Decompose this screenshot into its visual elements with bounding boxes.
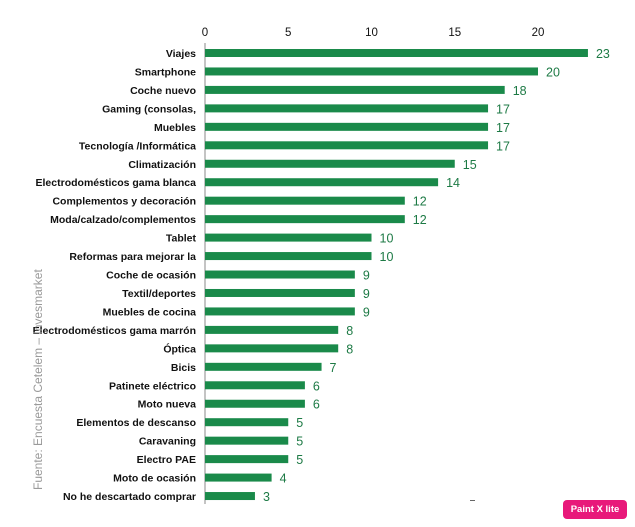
value-label: 5 [296,435,303,449]
bar [205,104,489,113]
value-label: 9 [363,305,370,319]
category-label: Moto de ocasión [113,473,196,485]
value-label: 12 [413,213,427,227]
value-label: 14 [446,176,460,190]
x-tick-label: 20 [532,27,545,39]
bar [205,233,372,242]
bar [205,270,355,279]
category-label: Bicis [171,362,196,374]
bar [205,473,272,482]
category-label: No he descartado comprar [63,491,196,503]
bar [205,399,305,408]
x-tick-label: 0 [202,27,208,39]
value-label: 8 [346,342,353,356]
category-label: Reformas para mejorar la [69,251,196,263]
value-label: 17 [496,139,510,153]
value-label: 10 [380,232,394,246]
value-label: 6 [313,398,320,412]
category-label: Viajes [166,48,196,60]
x-tick-label: 5 [285,27,291,39]
category-label: Complementos y decoración [52,196,196,208]
bar [205,178,439,187]
category-label: Caravaning [139,436,196,448]
category-label: Climatización [128,159,196,171]
category-label: Óptica [163,342,196,355]
value-label: 23 [596,47,610,61]
x-axis-ticks: 0 5 10 15 20 [202,27,545,39]
category-label: Textil/deportes [122,288,196,300]
category-label: Electro PAE [137,454,196,466]
category-label: Muebles [154,122,196,134]
category-label: Gaming (consolas, [102,103,196,115]
category-label: Smartphone [135,66,196,78]
value-label: 4 [280,472,287,486]
bar [205,215,405,224]
bar [205,362,322,371]
value-label: 6 [313,379,320,393]
category-label: Patinete eléctrico [109,380,196,392]
bar [205,325,339,334]
value-label: 5 [296,453,303,467]
bars-group: Viajes 23 Smartphone 20 Coche nuevo 18 Gaming … [33,47,610,504]
bar [205,141,489,150]
category-label: Tecnología /Informática [79,140,196,152]
category-label: Tablet [166,233,197,245]
category-label: Electrodomésticos gama blanca [36,177,197,189]
bar [205,122,489,131]
bar [205,288,355,297]
value-label: 3 [263,490,270,504]
category-label: Elementos de descanso [76,417,196,429]
category-label: Coche nuevo [130,85,196,97]
bar [205,344,339,353]
value-label: 17 [496,121,510,135]
bar [205,196,405,205]
value-label: 20 [546,65,560,79]
x-tick-label: 15 [448,27,461,39]
bar [205,49,588,57]
bar [205,85,505,94]
bar [205,418,289,427]
category-label: Coche de ocasión [106,270,196,282]
bar [205,381,305,390]
value-label: 17 [496,102,510,116]
value-label: 10 [380,250,394,264]
value-label: 18 [513,84,527,98]
value-label: 9 [363,269,370,283]
value-label: 15 [463,158,477,172]
value-label: 9 [363,287,370,301]
category-label: Moda/calzado/complementos [50,214,196,226]
value-label: 5 [296,416,303,430]
source-note: Fuente: Encuesta Cetelem – Invesmarket [31,269,45,490]
category-label: Electrodomésticos gama marrón [33,325,196,337]
category-label: Moto nueva [138,399,196,411]
stray-dash [470,500,475,501]
bar [205,455,289,464]
value-label: 12 [413,195,427,209]
value-label: 7 [330,361,337,375]
bar [205,436,289,445]
bar [205,252,372,261]
bar [205,159,455,168]
category-label: Muebles de cocina [103,306,197,318]
bar [205,492,255,501]
bar [205,307,355,316]
bar [205,67,538,76]
value-label: 8 [346,324,353,338]
watermark-badge: Paint X lite [563,500,627,519]
x-tick-label: 10 [365,27,378,39]
